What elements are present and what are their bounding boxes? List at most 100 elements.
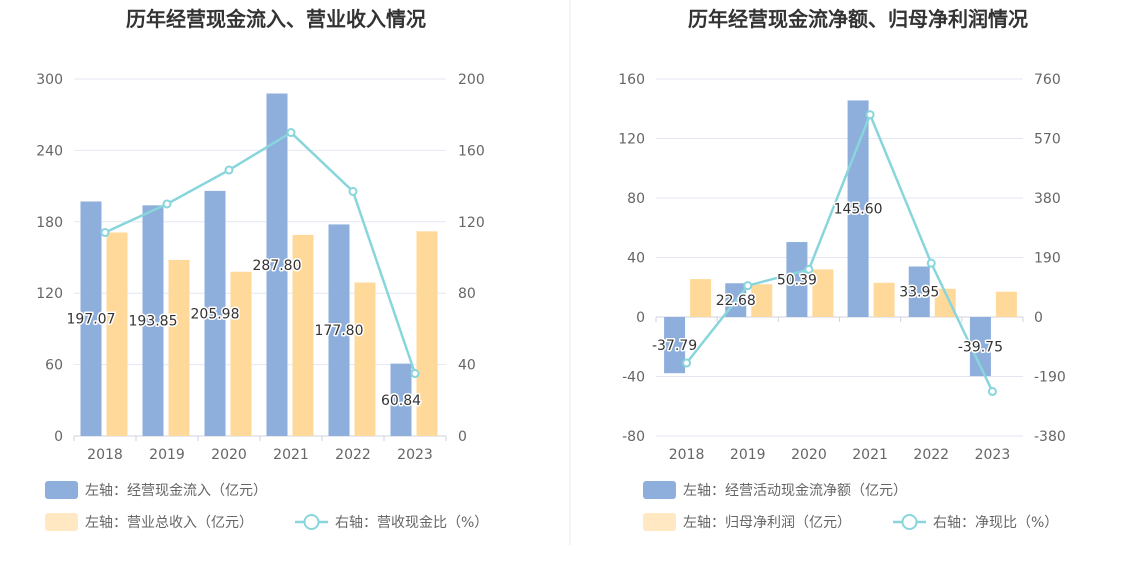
bar-data-label: 193.85 [129, 314, 178, 330]
line-point [743, 281, 753, 291]
legend-label: 右轴：净现比（%） [933, 515, 1058, 531]
line-point [162, 199, 172, 209]
bar-series-2 [416, 231, 438, 436]
x-tick-label: 2020 [211, 447, 247, 463]
bar-series-1 [908, 266, 930, 317]
bar-data-label: -37.79 [652, 338, 697, 354]
legend-line-marker [901, 514, 918, 530]
x-tick-label: 2020 [791, 447, 827, 463]
x-tick-label: 2023 [397, 447, 433, 463]
x-tick-label: 2019 [730, 447, 766, 463]
y-left-tick-label: 300 [36, 72, 63, 88]
bar-series-1 [328, 224, 350, 436]
y-left-tick-label: 0 [636, 310, 645, 326]
legend-bar-swatch-2 [45, 513, 78, 531]
bar-series-2 [751, 284, 773, 317]
y-right-tick-label: 760 [1034, 72, 1061, 88]
y-left-tick-label: 120 [36, 286, 63, 302]
bar-series-2 [230, 271, 252, 436]
bar-series-2 [934, 288, 956, 317]
y-left-tick-label: 60 [45, 358, 63, 374]
bar-data-label: 205.98 [191, 306, 240, 322]
y-right-tick-label: 40 [458, 358, 476, 374]
y-right-tick-label: 0 [458, 429, 467, 445]
y-right-tick-label: 120 [458, 215, 485, 231]
bar-series-2 [995, 291, 1017, 317]
line-point [926, 258, 936, 268]
bar-series-1 [969, 317, 991, 377]
bar-series-1 [204, 190, 226, 436]
x-tick-label: 2018 [669, 447, 705, 463]
bar-data-label: -39.75 [958, 340, 1003, 356]
line-point [682, 358, 692, 368]
y-left-tick-label: 240 [36, 143, 63, 159]
bar-series-2 [354, 282, 376, 436]
chart-title: 历年经营现金流入、营业收入情况 [126, 7, 426, 31]
line-point [348, 186, 358, 196]
y-right-tick-label: 570 [1034, 132, 1061, 148]
bar-data-label: 145.60 [834, 202, 883, 218]
bar-data-label: 287.80 [253, 258, 302, 274]
legend-label: 右轴：营收现金比（%） [335, 515, 488, 531]
line-point [224, 165, 234, 175]
legend-bar-swatch-1 [45, 481, 78, 499]
line-series [104, 130, 417, 374]
legend-bar-swatch-2 [643, 513, 676, 531]
bar-series-2 [292, 234, 314, 436]
bar-series-1 [80, 201, 102, 436]
y-right-tick-label: -380 [1034, 429, 1066, 445]
bar-data-label: 50.39 [777, 273, 817, 289]
y-left-tick-label: 80 [627, 191, 645, 207]
x-tick-label: 2021 [273, 447, 309, 463]
legend-label: 左轴：经营活动现金流净额（亿元） [683, 483, 907, 499]
bar-series-1 [847, 100, 869, 317]
x-tick-label: 2018 [87, 447, 123, 463]
x-tick-label: 2019 [149, 447, 185, 463]
bar-data-label: 60.84 [381, 393, 421, 409]
line-point [804, 264, 814, 274]
y-left-tick-label: 0 [54, 429, 63, 445]
y-left-tick-label: 120 [618, 132, 645, 148]
chart-title: 历年经营现金流净额、归母净利润情况 [688, 7, 1028, 31]
bar-series-1 [266, 93, 288, 436]
bar-series-1 [664, 317, 686, 374]
x-tick-label: 2022 [913, 447, 949, 463]
legend-label: 左轴：营业总收入（亿元） [85, 515, 253, 531]
bar-data-label: 22.68 [716, 293, 756, 309]
x-tick-label: 2021 [852, 447, 888, 463]
y-left-tick-label: 160 [618, 72, 645, 88]
net-cash-flow-profit-chart: 历年经营现金流净额、归母净利润情况 -80 -40 0 40 80 120 160 -380 -… [618, 7, 1066, 531]
line-point [987, 387, 997, 397]
bar-data-label: 177.80 [315, 323, 364, 339]
y-left-tick-label: -40 [622, 370, 645, 386]
legend-label: 左轴：经营现金流入（亿元） [85, 483, 267, 499]
legend-line-marker [303, 514, 320, 530]
line-point [410, 369, 420, 379]
bar-series-2 [168, 259, 190, 436]
bar-series-1 [390, 363, 412, 436]
line-point [100, 228, 110, 238]
y-right-tick-label: 80 [458, 286, 476, 302]
bar-series-1 [142, 205, 164, 436]
bar-series-2 [106, 232, 128, 436]
x-tick-label: 2023 [975, 447, 1011, 463]
bar-series-1 [786, 242, 808, 317]
bar-series-2 [873, 282, 895, 317]
bar-data-label: 33.95 [899, 285, 939, 301]
legend-label: 左轴：归母净利润（亿元） [683, 514, 851, 531]
y-right-tick-label: 200 [458, 72, 485, 88]
bar-data-label: 197.07 [67, 312, 116, 328]
line-series [685, 111, 994, 393]
y-right-tick-label: 160 [458, 143, 485, 159]
y-right-tick-label: 0 [1034, 310, 1043, 326]
y-right-tick-label: -190 [1034, 370, 1066, 386]
legend-bar-swatch-1 [643, 481, 676, 499]
bar-series-2 [690, 279, 712, 317]
line-point [286, 128, 296, 138]
y-left-tick-label: 40 [627, 251, 645, 267]
bar-series-2 [812, 269, 834, 317]
y-left-tick-label: -80 [622, 429, 645, 445]
x-tick-label: 2022 [335, 447, 371, 463]
y-right-tick-label: 190 [1034, 251, 1061, 267]
